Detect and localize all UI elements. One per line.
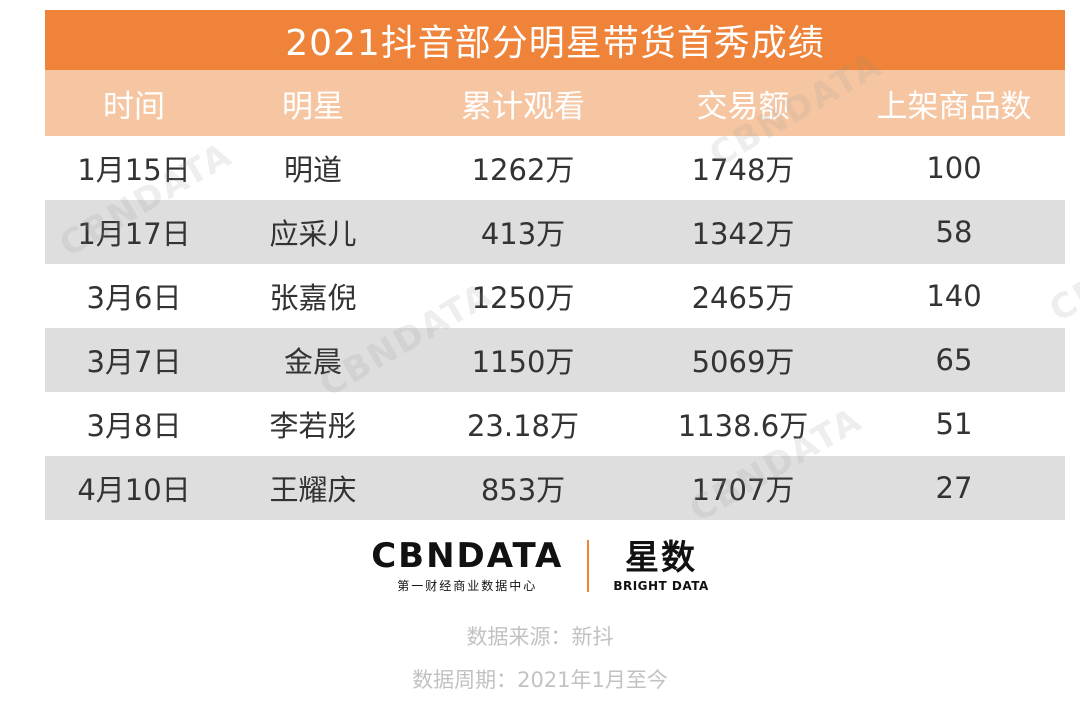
data-period: 数据周期：2021年1月至今 bbox=[412, 668, 668, 692]
cell-items: 51 bbox=[935, 407, 973, 441]
xingshu-tagline: BRIGHT DATA bbox=[613, 578, 709, 593]
cell-items: 140 bbox=[926, 279, 982, 313]
data-table: 2021抖音部分明星带货首秀成绩 时间 明星 累计观看 交易额 上架商品数 1月… bbox=[45, 10, 1065, 520]
cell-views: 1150万 bbox=[471, 345, 575, 379]
cell-items: 65 bbox=[935, 343, 973, 377]
cell-gmv: 1748万 bbox=[691, 153, 795, 187]
cell-views: 413万 bbox=[480, 217, 566, 251]
table-row: 1月15日 明道 1262万 1748万 100 bbox=[45, 136, 1065, 200]
cell-views: 23.18万 bbox=[466, 409, 580, 443]
data-source: 数据来源：新抖 bbox=[466, 625, 614, 649]
header-views: 累计观看 bbox=[461, 88, 585, 125]
header-items: 上架商品数 bbox=[876, 88, 1032, 125]
brand-logos: CBNDATA 第一财经商业数据中心 星数 BRIGHT DATA bbox=[0, 537, 1080, 594]
table-row: 3月6日 张嘉倪 1250万 2465万 140 bbox=[45, 264, 1065, 328]
cell-views: 1262万 bbox=[471, 153, 575, 187]
table-header: 时间 明星 累计观看 交易额 上架商品数 bbox=[45, 70, 1065, 136]
table-row: 4月10日 王耀庆 853万 1707万 27 bbox=[45, 456, 1065, 520]
cell-star: 应采儿 bbox=[269, 217, 357, 251]
cell-gmv: 1138.6万 bbox=[677, 409, 809, 443]
table-title: 2021抖音部分明星带货首秀成绩 bbox=[45, 10, 1065, 70]
cell-date: 4月10日 bbox=[77, 473, 191, 507]
table-row: 1月17日 应采儿 413万 1342万 58 bbox=[45, 200, 1065, 264]
header-star: 明星 bbox=[282, 88, 344, 125]
xingshu-wordmark: 星数 bbox=[625, 537, 698, 578]
cell-date: 1月17日 bbox=[77, 217, 191, 251]
cell-star: 李若彤 bbox=[269, 409, 357, 443]
logo-divider bbox=[587, 539, 590, 592]
cell-items: 58 bbox=[935, 215, 973, 249]
cell-date: 1月15日 bbox=[77, 153, 191, 187]
cell-items: 27 bbox=[935, 471, 973, 505]
cell-gmv: 1707万 bbox=[691, 473, 795, 507]
header-date: 时间 bbox=[103, 88, 165, 125]
cell-date: 3月6日 bbox=[86, 281, 182, 315]
table-row: 3月7日 金晨 1150万 5069万 65 bbox=[45, 328, 1065, 392]
cell-star: 张嘉倪 bbox=[269, 281, 357, 315]
table-row: 3月8日 李若彤 23.18万 1138.6万 51 bbox=[45, 392, 1065, 456]
header-gmv: 交易额 bbox=[696, 88, 790, 125]
cell-gmv: 1342万 bbox=[691, 217, 795, 251]
xingshu-logo: 星数 BRIGHT DATA bbox=[613, 539, 708, 593]
cell-star: 金晨 bbox=[283, 345, 342, 379]
cell-gmv: 2465万 bbox=[691, 281, 795, 315]
cell-views: 1250万 bbox=[471, 281, 575, 315]
cbndata-tagline: 第一财经商业数据中心 bbox=[397, 579, 538, 593]
cell-items: 100 bbox=[926, 151, 982, 185]
cbndata-logo: CBNDATA 第一财经商业数据中心 bbox=[371, 537, 563, 594]
cell-date: 3月8日 bbox=[86, 409, 182, 443]
cell-star: 明道 bbox=[283, 153, 342, 187]
cell-date: 3月7日 bbox=[86, 345, 182, 379]
cell-star: 王耀庆 bbox=[269, 473, 357, 507]
cell-gmv: 5069万 bbox=[691, 345, 795, 379]
cbndata-wordmark: CBNDATA bbox=[371, 536, 564, 576]
cell-views: 853万 bbox=[480, 473, 566, 507]
